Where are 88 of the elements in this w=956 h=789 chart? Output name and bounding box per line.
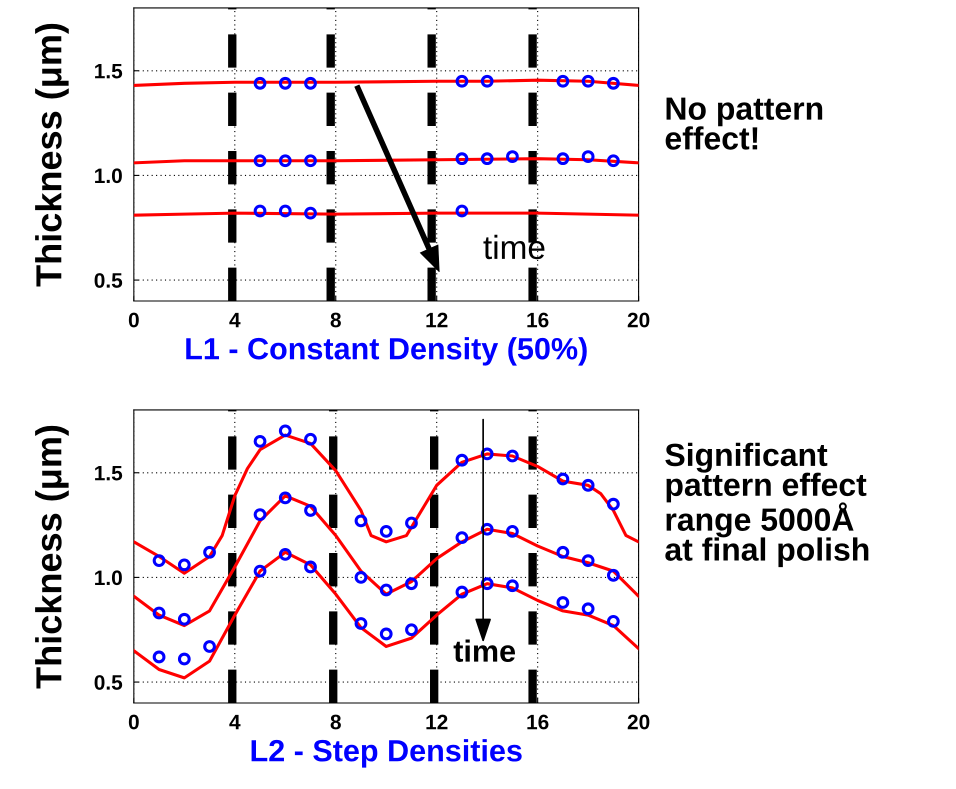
y-tick-label: 0.5 — [94, 273, 122, 288]
point — [480, 152, 494, 166]
point — [203, 546, 216, 559]
point — [152, 554, 166, 568]
point — [606, 568, 620, 582]
point — [456, 204, 468, 218]
x-tick-label: 4 — [229, 312, 240, 328]
point — [582, 554, 595, 568]
point — [254, 564, 266, 578]
x-tick-label: 20 — [628, 312, 650, 328]
x-tick-label: 8 — [330, 312, 341, 328]
point — [278, 424, 292, 438]
point — [304, 560, 317, 574]
point — [606, 614, 620, 628]
y-tick-label: 1.0 — [95, 168, 122, 184]
point — [405, 623, 418, 636]
point — [456, 152, 468, 166]
point — [582, 150, 595, 163]
point — [254, 154, 266, 168]
point — [278, 154, 292, 168]
y-axis-title: Thickness (μm) — [35, 24, 69, 287]
x-tick-label: 16 — [527, 312, 548, 328]
point — [506, 450, 519, 462]
point — [456, 586, 468, 598]
point — [506, 579, 519, 592]
point — [380, 584, 393, 596]
point — [405, 516, 418, 530]
x-tick-label: 12 — [426, 312, 448, 328]
point — [354, 514, 368, 528]
point — [582, 602, 595, 616]
point — [556, 74, 570, 88]
point — [152, 606, 166, 620]
point — [178, 612, 191, 626]
y-axis-title: Thickness (μm) — [35, 426, 69, 689]
point — [278, 204, 292, 218]
point — [556, 152, 570, 166]
point — [556, 546, 570, 559]
point — [178, 558, 191, 572]
y-tick-label: 1.0 — [95, 570, 122, 586]
point — [606, 76, 620, 90]
point — [506, 150, 519, 163]
point — [304, 76, 317, 90]
x-tick-label: 0 — [128, 312, 139, 328]
point — [304, 206, 317, 220]
point — [354, 617, 368, 630]
point — [606, 154, 620, 168]
point — [456, 74, 468, 88]
point — [456, 531, 468, 544]
y-tick-label: 1.5 — [95, 64, 122, 79]
point — [582, 478, 595, 492]
x-tick-label: 4 — [229, 714, 240, 730]
point — [606, 498, 620, 511]
x-tick-label: 12 — [426, 714, 448, 730]
x-tick-label: 20 — [628, 714, 650, 730]
point — [304, 504, 317, 517]
point — [304, 154, 317, 168]
point — [380, 524, 393, 538]
annotation: time — [483, 234, 544, 260]
x-axis-title: L1 - Constant Density (50%) — [186, 337, 587, 366]
point — [178, 652, 191, 666]
point — [506, 524, 519, 538]
x-tick-label: 8 — [330, 714, 341, 730]
point — [254, 204, 266, 218]
text: Significant pattern effect range 5000Å at final polish — [665, 442, 868, 568]
text: No pattern effect! — [666, 98, 822, 150]
point — [582, 74, 595, 88]
y-tick-label: 1.5 — [95, 466, 122, 481]
point — [480, 74, 494, 88]
point — [456, 454, 468, 467]
point — [278, 491, 292, 504]
point — [278, 76, 292, 90]
point — [405, 577, 418, 590]
point — [254, 508, 266, 522]
annotation: time — [454, 640, 516, 662]
point — [380, 628, 393, 640]
x-tick-label: 16 — [527, 714, 548, 730]
point — [556, 472, 570, 486]
point — [556, 596, 570, 609]
point — [304, 432, 317, 446]
point — [354, 571, 368, 584]
x-tick-label: 0 — [128, 714, 139, 730]
point — [203, 640, 216, 653]
point — [152, 650, 166, 664]
y-tick-label: 0.5 — [94, 675, 122, 690]
point — [278, 548, 292, 561]
point — [254, 434, 266, 448]
point — [254, 76, 266, 90]
x-axis-title: L2 - Step Densities — [252, 739, 522, 768]
